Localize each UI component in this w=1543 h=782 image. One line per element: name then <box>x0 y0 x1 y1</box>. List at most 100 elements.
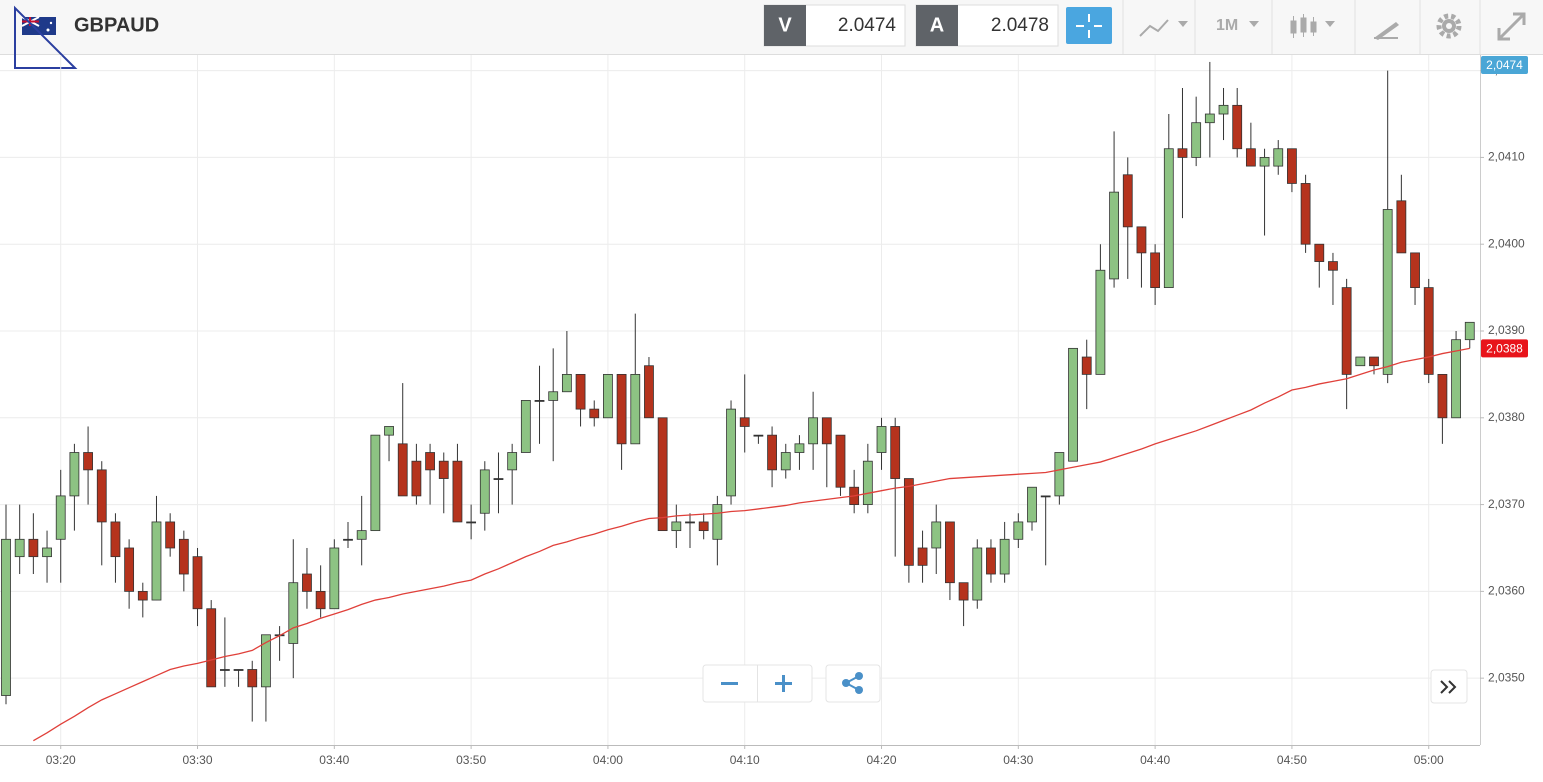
x-tick-label: 04:30 <box>1003 753 1033 767</box>
candle-body <box>808 417 819 445</box>
scroll-to-end-button[interactable] <box>1430 669 1468 704</box>
candle-body <box>671 521 682 532</box>
candle <box>712 495 723 566</box>
candle-body <box>589 408 600 419</box>
candle <box>370 434 381 532</box>
candle-body <box>55 495 66 540</box>
price-badge-label: 2,0474 <box>1486 58 1523 72</box>
candle-body <box>1177 148 1188 158</box>
candle-body <box>452 460 463 523</box>
candle <box>767 426 777 488</box>
share-button[interactable] <box>825 664 881 703</box>
settings-button[interactable] <box>1436 13 1462 39</box>
cursor-marker <box>14 5 78 69</box>
candle-body <box>1451 339 1461 419</box>
candle <box>1040 495 1051 566</box>
bid-price: 2.0474 <box>838 15 897 36</box>
candle-body <box>1136 226 1147 254</box>
candle-body <box>1122 174 1133 228</box>
candle <box>657 417 668 532</box>
candle-body <box>165 521 176 549</box>
candle-body <box>1 538 11 696</box>
grid <box>0 55 1480 745</box>
candle <box>1464 321 1475 349</box>
candle-body <box>1054 452 1065 497</box>
candle <box>1382 70 1393 384</box>
candle-body <box>233 669 244 671</box>
candle-body <box>1081 356 1092 375</box>
candle-body <box>726 408 736 497</box>
candle-style-button[interactable] <box>1290 14 1335 38</box>
candle <box>972 539 983 609</box>
candle-body <box>644 365 654 419</box>
candle <box>288 539 299 679</box>
bid-label: V <box>778 14 792 36</box>
candle-body <box>1341 287 1352 375</box>
candle-body <box>1245 148 1256 167</box>
candle <box>178 530 189 592</box>
y-tick-label: 2,0390 <box>1488 323 1525 337</box>
candle-body <box>1355 356 1366 367</box>
candle-body <box>206 608 217 688</box>
candle-body <box>1287 148 1297 184</box>
candle-body <box>1232 104 1243 150</box>
ask-box[interactable]: A 2.0478 <box>915 4 1059 47</box>
flag <box>21 16 56 35</box>
candle <box>1095 244 1106 375</box>
fullscreen-button[interactable] <box>1497 12 1526 41</box>
candle <box>466 504 477 540</box>
candle <box>1245 122 1256 167</box>
bid-box[interactable]: V 2.0474 <box>763 4 906 47</box>
candle-body <box>958 582 969 601</box>
candle-body <box>1163 148 1174 289</box>
candle <box>343 521 353 548</box>
x-tick-label: 04:10 <box>730 753 760 767</box>
candle-body <box>794 443 805 453</box>
candle <box>698 513 709 540</box>
candle-body <box>685 521 695 524</box>
candle <box>1232 87 1243 158</box>
candle-body <box>384 426 394 436</box>
candle-body <box>534 400 545 402</box>
x-tick-label: 03:40 <box>319 753 349 767</box>
candle-body <box>1464 321 1475 341</box>
x-tick-label: 05:00 <box>1414 753 1444 767</box>
x-tick-label: 04:40 <box>1140 753 1170 767</box>
candle-body <box>630 373 641 445</box>
candle-body <box>739 417 750 427</box>
candle-body <box>1095 269 1106 375</box>
candle-body <box>28 538 39 558</box>
candle-body <box>219 669 230 671</box>
candle-body <box>14 538 25 558</box>
candle-body <box>835 434 846 488</box>
candle-body <box>356 530 367 540</box>
timeframe-button[interactable]: 1M <box>1216 17 1259 34</box>
candle <box>835 434 846 496</box>
candle <box>1341 278 1352 410</box>
candle <box>794 435 805 470</box>
zoom-in[interactable] <box>775 675 792 692</box>
candle-body <box>890 426 901 479</box>
candle <box>1191 96 1202 167</box>
candle-body <box>1027 486 1037 523</box>
candle-body <box>917 547 928 566</box>
candle-body <box>507 452 518 471</box>
candle <box>931 504 942 575</box>
candle <box>739 374 750 453</box>
chart-type-button[interactable] <box>1139 19 1188 37</box>
candle-body <box>821 417 832 445</box>
candle-body <box>329 547 340 610</box>
drawing-tools-button[interactable] <box>1374 22 1399 40</box>
candle-body <box>753 434 764 437</box>
price-badge-box <box>1481 339 1528 358</box>
candle <box>42 530 52 583</box>
candle-body <box>712 504 723 540</box>
crosshair-button[interactable] <box>1066 7 1112 44</box>
candle-body <box>561 373 572 393</box>
candle <box>1150 244 1161 305</box>
candle-body <box>1191 122 1202 158</box>
candle-body <box>931 521 942 549</box>
candle <box>1410 252 1420 305</box>
candle <box>1437 373 1448 444</box>
candle <box>1 504 11 705</box>
